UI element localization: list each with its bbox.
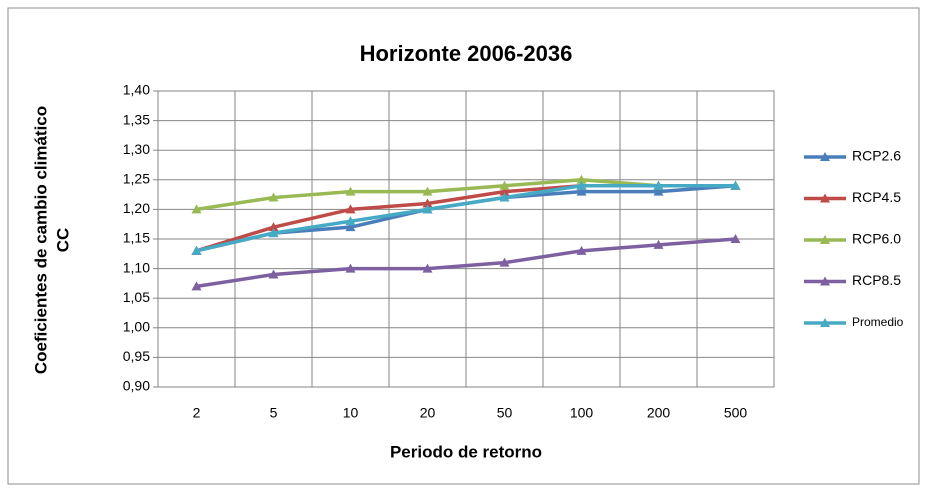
point-marker bbox=[576, 245, 587, 255]
legend-marker bbox=[820, 235, 830, 244]
x-tick-label: 20 bbox=[420, 405, 436, 421]
point-marker bbox=[499, 192, 510, 202]
y-tick-label: 1,25 bbox=[123, 171, 150, 187]
point-marker bbox=[268, 228, 279, 238]
point-marker bbox=[191, 281, 202, 291]
y-axis-title: CC bbox=[53, 228, 72, 253]
point-marker bbox=[422, 198, 433, 208]
point-marker bbox=[576, 174, 587, 184]
y-tick-label: 1,00 bbox=[123, 319, 150, 335]
point-marker bbox=[730, 234, 741, 243]
x-tick-label: 200 bbox=[647, 405, 671, 421]
point-marker bbox=[653, 180, 664, 190]
legend-label: RCP2.6 bbox=[852, 148, 901, 164]
chart-title: Horizonte 2006-2036 bbox=[360, 41, 573, 66]
point-marker bbox=[345, 216, 356, 226]
point-marker bbox=[499, 186, 510, 196]
x-axis-title: Periodo de retorno bbox=[390, 442, 542, 461]
point-marker bbox=[268, 192, 279, 202]
x-tick-label: 500 bbox=[724, 405, 748, 421]
y-tick-label: 1,40 bbox=[123, 82, 150, 98]
point-marker bbox=[268, 269, 279, 279]
series-line bbox=[196, 237, 736, 289]
point-marker bbox=[345, 186, 356, 196]
y-tick-label: 1,20 bbox=[123, 200, 150, 216]
point-marker bbox=[422, 263, 433, 273]
point-marker bbox=[422, 186, 433, 196]
x-tick-label: 2 bbox=[193, 405, 201, 421]
point-marker bbox=[653, 239, 664, 249]
legend-label: RCP8.5 bbox=[852, 272, 901, 288]
point-marker bbox=[345, 204, 356, 214]
legend-marker bbox=[820, 152, 830, 161]
point-marker bbox=[345, 263, 356, 273]
x-tick-label: 50 bbox=[497, 405, 513, 421]
x-tick-label: 10 bbox=[343, 405, 359, 421]
y-tick-label: 0,95 bbox=[123, 348, 150, 364]
y-tick-label: 1,30 bbox=[123, 141, 150, 157]
y-tick-label: 1,05 bbox=[123, 289, 150, 305]
point-marker bbox=[191, 204, 202, 214]
series-line bbox=[196, 183, 736, 253]
y-tick-label: 0,90 bbox=[123, 378, 150, 394]
point-marker bbox=[422, 204, 433, 214]
y-tick-label: 1,35 bbox=[123, 111, 150, 127]
y-axis-title: Coeficientes de cambio climático bbox=[31, 106, 50, 374]
point-marker bbox=[576, 180, 587, 190]
legend-marker bbox=[820, 276, 830, 286]
y-tick-label: 1,15 bbox=[123, 230, 150, 246]
point-marker bbox=[268, 222, 279, 232]
point-marker bbox=[499, 180, 510, 190]
point-marker bbox=[345, 222, 356, 232]
point-marker bbox=[499, 257, 510, 267]
point-marker bbox=[730, 180, 741, 190]
legend-label: RCP6.0 bbox=[852, 231, 901, 247]
legend-marker bbox=[820, 193, 830, 203]
x-tick-label: 5 bbox=[270, 405, 278, 421]
legend-label: RCP4.5 bbox=[852, 189, 901, 205]
point-marker bbox=[191, 245, 202, 255]
legend-label: Promedio bbox=[852, 315, 904, 329]
point-marker bbox=[576, 186, 587, 196]
x-tick-label: 100 bbox=[570, 405, 594, 421]
point-marker bbox=[653, 186, 664, 196]
y-tick-label: 1,10 bbox=[123, 259, 150, 275]
legend-marker bbox=[820, 318, 830, 327]
